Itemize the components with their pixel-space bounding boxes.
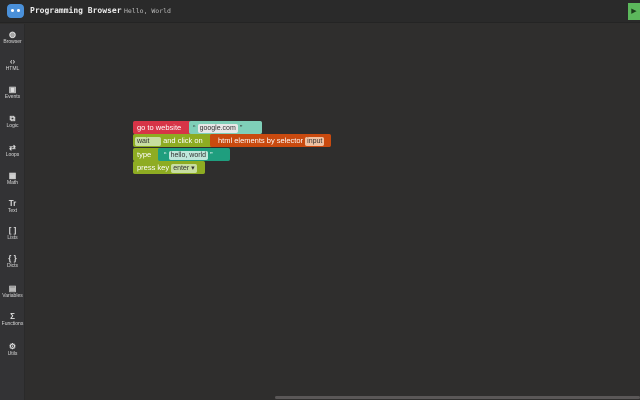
horizontal-scrollbar[interactable]	[275, 396, 640, 399]
project-name[interactable]: Hello, World	[124, 7, 171, 15]
wait-click-block[interactable]: wait and click on	[133, 134, 213, 147]
play-icon: ▶	[631, 8, 637, 15]
sidebar-item-utils[interactable]: ⚙ Utils	[0, 342, 25, 358]
selector-field[interactable]: input	[305, 136, 325, 146]
sidebar-item-events[interactable]: ▣ Events	[0, 85, 25, 101]
url-string-block[interactable]: “ google.com ”	[189, 121, 262, 134]
press-key-block[interactable]: press key enter ▾	[133, 161, 205, 174]
sidebar-item-functions[interactable]: Σ Functions	[1, 312, 24, 327]
brackets-icon: [ ]	[8, 226, 17, 235]
sidebar-item-text[interactable]: Tr Text	[0, 199, 25, 215]
code-icon: ‹›	[9, 57, 16, 66]
sidebar-item-variables[interactable]: ▤ Variables	[0, 284, 25, 300]
sidebar: ◍ Browser ‹› HTML ▣ Events ⧉ Logic ⇄ Loops ▦ M…	[0, 24, 25, 400]
robot-logo-icon	[7, 4, 24, 18]
logic-icon: ⧉	[9, 114, 16, 123]
text-icon: Tr	[8, 199, 17, 208]
url-field[interactable]: google.com	[197, 123, 238, 133]
selector-block[interactable]: html elements by selector input	[210, 134, 331, 147]
type-block[interactable]: type	[133, 148, 163, 161]
sidebar-item-dicts[interactable]: { } Dicts	[0, 254, 25, 270]
braces-icon: { }	[8, 254, 17, 263]
key-dropdown[interactable]: enter ▾	[171, 163, 197, 173]
gear-icon: ⚙	[8, 342, 17, 351]
app-title: Programming Browser	[30, 6, 122, 15]
globe-icon: ◍	[9, 30, 16, 39]
header: Programming Browser Hello, World ▶	[0, 0, 640, 23]
text-string-block[interactable]: “ hello, world ”	[158, 148, 230, 161]
sigma-icon: Σ	[10, 312, 15, 321]
text-field[interactable]: hello, world	[168, 150, 209, 160]
run-button[interactable]: ▶	[628, 3, 640, 20]
sidebar-item-loops[interactable]: ⇄ Loops	[0, 143, 25, 159]
repeat-icon: ⇄	[9, 143, 16, 152]
go-to-website-block[interactable]: go to website	[133, 121, 191, 134]
archive-icon: ▤	[8, 284, 17, 293]
wait-field[interactable]: wait	[135, 136, 161, 146]
sidebar-item-lists[interactable]: [ ] Lists	[0, 226, 25, 242]
sidebar-item-logic[interactable]: ⧉ Logic	[0, 114, 25, 130]
calculator-icon: ▦	[8, 171, 17, 180]
sidebar-item-math[interactable]: ▦ Math	[0, 171, 25, 187]
sidebar-item-html[interactable]: ‹› HTML	[0, 57, 25, 73]
sidebar-item-browser[interactable]: ◍ Browser	[0, 30, 25, 46]
calendar-icon: ▣	[8, 85, 17, 94]
